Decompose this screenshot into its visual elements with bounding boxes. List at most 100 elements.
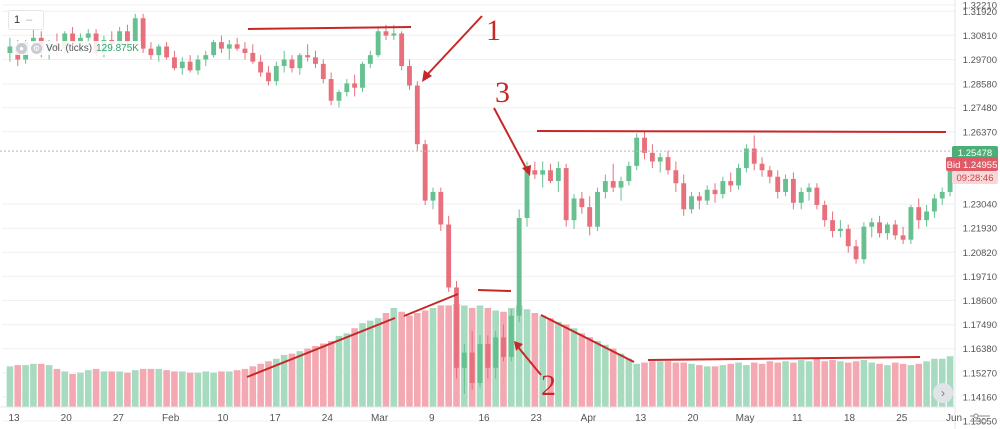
price-tick-label: 1.19710: [963, 272, 997, 283]
candle-body: [289, 59, 295, 69]
volume-bar: [719, 365, 727, 407]
candle-body: [712, 189, 718, 195]
volume-bar: [374, 318, 382, 407]
time-tick-label: 16: [478, 413, 490, 424]
price-tick-label: 1.23040: [963, 200, 997, 211]
annotation-label-3: 3: [495, 76, 510, 109]
chevron-right-icon[interactable]: ›: [933, 383, 953, 403]
candle-body: [187, 61, 193, 71]
candle-body: [140, 18, 146, 49]
candle-body: [320, 63, 326, 80]
candle-body: [85, 33, 91, 38]
volume-indicator-value: 129.875K: [96, 42, 139, 54]
eye-icon[interactable]: ●: [16, 42, 27, 54]
volume-bar: [398, 311, 405, 407]
volume-bar: [163, 370, 170, 407]
volume-bar: [320, 343, 327, 407]
time-tick-label: 27: [113, 413, 125, 424]
arrow-3-head: [522, 165, 531, 176]
gear-icon[interactable]: ⚙: [31, 42, 42, 54]
time-tick-label: 13: [8, 413, 20, 424]
volume-bar: [868, 362, 876, 407]
candle-body: [438, 191, 444, 225]
candle-body: [179, 61, 185, 69]
candle-body: [125, 31, 130, 43]
candle-body: [853, 246, 859, 260]
candle-body: [642, 137, 647, 153]
volume-bar: [288, 353, 296, 407]
volume-bar: [860, 360, 868, 407]
candle-body: [626, 165, 632, 182]
volume-bar: [77, 372, 84, 407]
candle-body: [884, 224, 890, 234]
candle-body: [485, 343, 491, 368]
volume-bar: [273, 358, 280, 407]
arrow-1-shaft: [425, 15, 483, 77]
candle-body: [657, 157, 663, 162]
time-tick-label: 10: [217, 413, 229, 424]
volume-bar: [594, 340, 601, 407]
candle-body: [211, 42, 217, 56]
candle-body: [767, 170, 773, 177]
time-axis[interactable]: 13 20 27 Feb 10 17 24 Mar 9 16 23 Apr 13 20 May 11 18 25 J…: [0, 406, 962, 424]
volume-bar: [656, 361, 664, 407]
volume-bar: [178, 371, 186, 407]
volume-bar: [703, 366, 711, 407]
candle-body: [132, 18, 138, 43]
last-price-badge: [952, 146, 998, 159]
volume-bar: [445, 305, 452, 407]
volume-bar: [304, 348, 311, 407]
candle-body: [783, 178, 788, 192]
volume-bar: [30, 363, 37, 407]
volume-bar: [931, 358, 938, 407]
annotations: 1 3 2: [246, 14, 947, 402]
time-tick-label: May: [736, 413, 755, 424]
volume-bar: [633, 363, 640, 407]
candle-body: [242, 48, 248, 53]
volume-peak-line: [477, 289, 512, 292]
volume-bar: [257, 363, 264, 407]
interval-selector[interactable]: 1 –: [8, 10, 44, 30]
volume-legend[interactable]: ● ⚙ Vol. (ticks) 129.875K: [14, 41, 141, 55]
volume-bar: [351, 328, 358, 407]
candle-body: [673, 170, 679, 184]
volume-bar: [61, 371, 69, 407]
volume-bar: [844, 362, 852, 407]
volume-bar: [649, 361, 656, 407]
candle-body: [579, 198, 585, 208]
candle-body: [649, 152, 655, 162]
candle-body: [172, 57, 177, 69]
candle-body: [563, 168, 569, 221]
candle-body: [266, 72, 271, 82]
volume-bar: [672, 362, 680, 407]
candle-body: [759, 163, 765, 171]
candle-body: [367, 55, 373, 64]
axis-settings-icon[interactable]: [970, 413, 990, 424]
candle-body: [571, 198, 577, 221]
candle-body: [203, 55, 209, 60]
candle-body: [70, 33, 76, 43]
candle-body: [595, 191, 600, 227]
price-tick-label: 1.26370: [963, 127, 997, 138]
volume-bar: [915, 363, 923, 407]
candle-body: [7, 46, 13, 53]
volume-bar: [108, 371, 116, 407]
volume-bar: [891, 362, 899, 407]
volume-bar: [813, 358, 821, 407]
candle-body: [548, 170, 553, 182]
candle-body: [508, 315, 514, 357]
price-tick-label: 1.29700: [963, 55, 997, 66]
time-tick-label: 13: [635, 413, 647, 424]
volume-trend-down: [540, 314, 635, 363]
candle-body: [258, 61, 264, 73]
volume-bar: [578, 333, 586, 407]
candle-body: [602, 181, 608, 192]
minimize-icon[interactable]: –: [26, 14, 33, 26]
candle-body: [720, 181, 726, 195]
volume-bar: [641, 362, 648, 407]
candle-body: [947, 163, 953, 192]
annotation-label-2: 2: [541, 369, 556, 402]
volume-bar: [22, 365, 29, 407]
